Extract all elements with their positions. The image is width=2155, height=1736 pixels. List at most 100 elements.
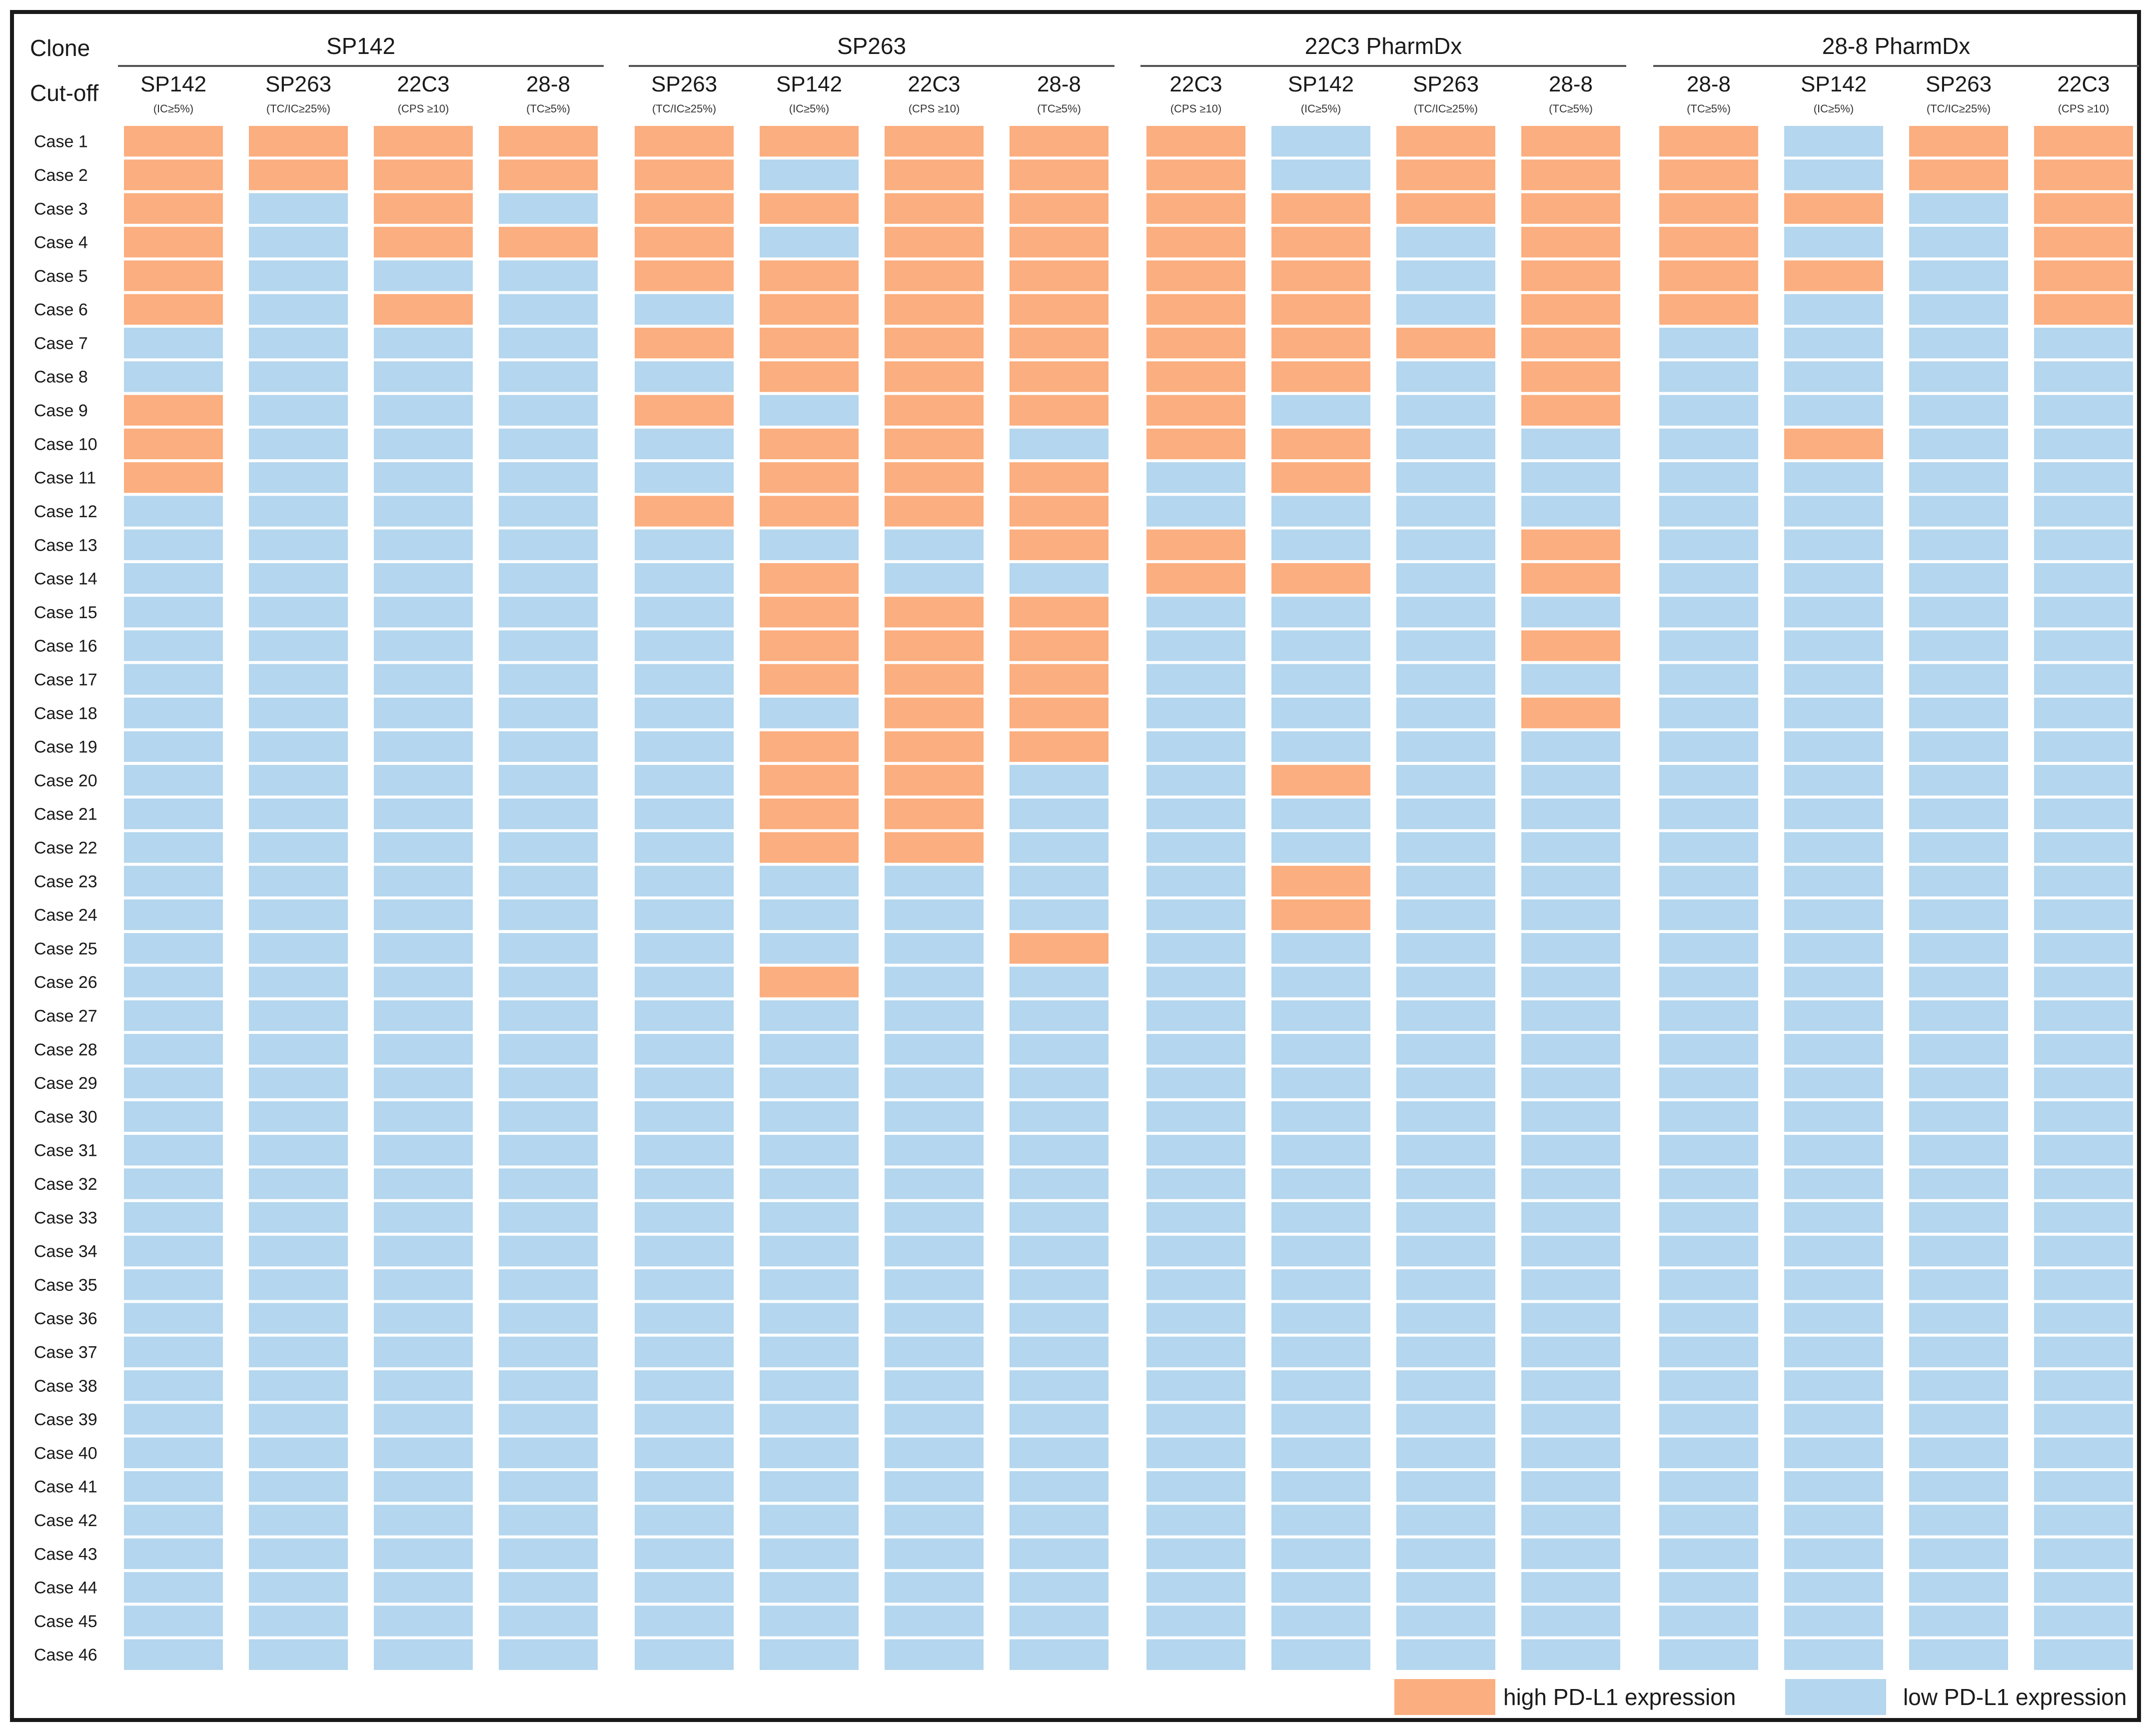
cell-low	[1271, 933, 1370, 964]
cell-high	[1010, 630, 1108, 661]
cell-low	[1659, 1135, 1758, 1166]
cell-low	[124, 698, 223, 729]
cell-low	[124, 1606, 223, 1637]
cell-low	[374, 1336, 473, 1368]
cell-low	[1271, 159, 1370, 190]
cell-high	[760, 664, 859, 695]
cell-low	[124, 1336, 223, 1368]
cell-low	[1396, 1067, 1495, 1098]
cell-low	[499, 731, 598, 762]
cell-low	[1010, 428, 1108, 459]
cell-low	[499, 1135, 598, 1166]
cell-high	[635, 193, 734, 224]
antibody-label: 28-8	[1687, 72, 1731, 96]
cell-low	[1146, 1505, 1245, 1536]
cell-low	[499, 1471, 598, 1502]
cell-low	[760, 1303, 859, 1334]
cell-low	[1784, 226, 1883, 258]
cell-high	[885, 193, 984, 224]
cell-low	[760, 1235, 859, 1267]
cell-low	[499, 395, 598, 426]
case-label: Case 6	[34, 300, 88, 319]
cell-low	[1659, 462, 1758, 493]
cell-low	[499, 1235, 598, 1267]
legend-low-label: low PD-L1 expression	[1903, 1684, 2127, 1710]
cell-low	[1784, 966, 1883, 997]
cell-low	[2034, 496, 2133, 527]
cell-low	[1271, 1235, 1370, 1267]
cell-low	[1659, 395, 1758, 426]
cell-low	[1396, 966, 1495, 997]
cell-low	[885, 1168, 984, 1199]
cell-low	[249, 630, 348, 661]
cell-low	[124, 832, 223, 863]
cell-low	[1784, 1034, 1883, 1065]
cell-low	[374, 1168, 473, 1199]
cell-low	[1396, 1606, 1495, 1637]
cell-low	[1271, 698, 1370, 729]
case-label: Case 32	[34, 1175, 97, 1194]
cell-low	[1659, 765, 1758, 796]
antibody-label: SP142	[140, 72, 206, 96]
cell-low	[635, 1370, 734, 1401]
cell-low	[760, 1471, 859, 1502]
cell-low	[1146, 1034, 1245, 1065]
cell-high	[885, 462, 984, 493]
cell-low	[1271, 1168, 1370, 1199]
cell-low	[1659, 327, 1758, 359]
cell-high	[1010, 126, 1108, 157]
cell-low	[1521, 1067, 1620, 1098]
cell-low	[1271, 1135, 1370, 1166]
antibody-label: SP142	[776, 72, 842, 96]
cell-low	[1659, 1572, 1758, 1603]
cell-low	[499, 1303, 598, 1334]
cell-low	[1909, 226, 2008, 258]
cell-low	[1521, 1303, 1620, 1334]
cell-low	[2034, 966, 2133, 997]
cell-low	[1521, 1168, 1620, 1199]
cell-low	[124, 496, 223, 527]
case-label: Case 12	[34, 502, 97, 521]
cell-low	[1784, 159, 1883, 190]
cell-high	[1521, 563, 1620, 594]
cell-low	[1784, 933, 1883, 964]
cell-low	[1909, 193, 2008, 224]
cell-low	[374, 832, 473, 863]
cell-low	[1271, 1471, 1370, 1502]
cell-low	[1010, 1370, 1108, 1401]
cell-high	[635, 260, 734, 291]
cell-low	[1396, 1404, 1495, 1435]
cell-high	[1909, 126, 2008, 157]
cell-high	[885, 496, 984, 527]
cell-high	[635, 126, 734, 157]
cell-low	[1521, 765, 1620, 796]
cell-low	[124, 630, 223, 661]
cell-low	[124, 1370, 223, 1401]
cell-low	[1909, 1034, 2008, 1065]
case-label: Case 41	[34, 1478, 97, 1497]
cell-low	[499, 496, 598, 527]
cell-high	[1659, 294, 1758, 325]
cell-high	[885, 597, 984, 628]
cell-high	[1659, 226, 1758, 258]
cell-low	[635, 731, 734, 762]
cell-low	[1659, 1067, 1758, 1098]
cell-low	[885, 1303, 984, 1334]
cutoff-label: (TC≥5%)	[1687, 102, 1731, 115]
cell-high	[1146, 395, 1245, 426]
cell-low	[2034, 428, 2133, 459]
cell-low	[1909, 428, 2008, 459]
cell-low	[1521, 1336, 1620, 1368]
cell-high	[760, 765, 859, 796]
cell-low	[374, 1101, 473, 1132]
antibody-label: 22C3	[908, 72, 960, 96]
cell-high	[885, 294, 984, 325]
cell-low	[1521, 866, 1620, 896]
cell-low	[885, 1269, 984, 1300]
cutoff-label: (TC/IC≥25%)	[652, 102, 716, 115]
cell-low	[1784, 361, 1883, 392]
cell-low	[1784, 1639, 1883, 1670]
cell-low	[1146, 1269, 1245, 1300]
cell-low	[1659, 529, 1758, 560]
